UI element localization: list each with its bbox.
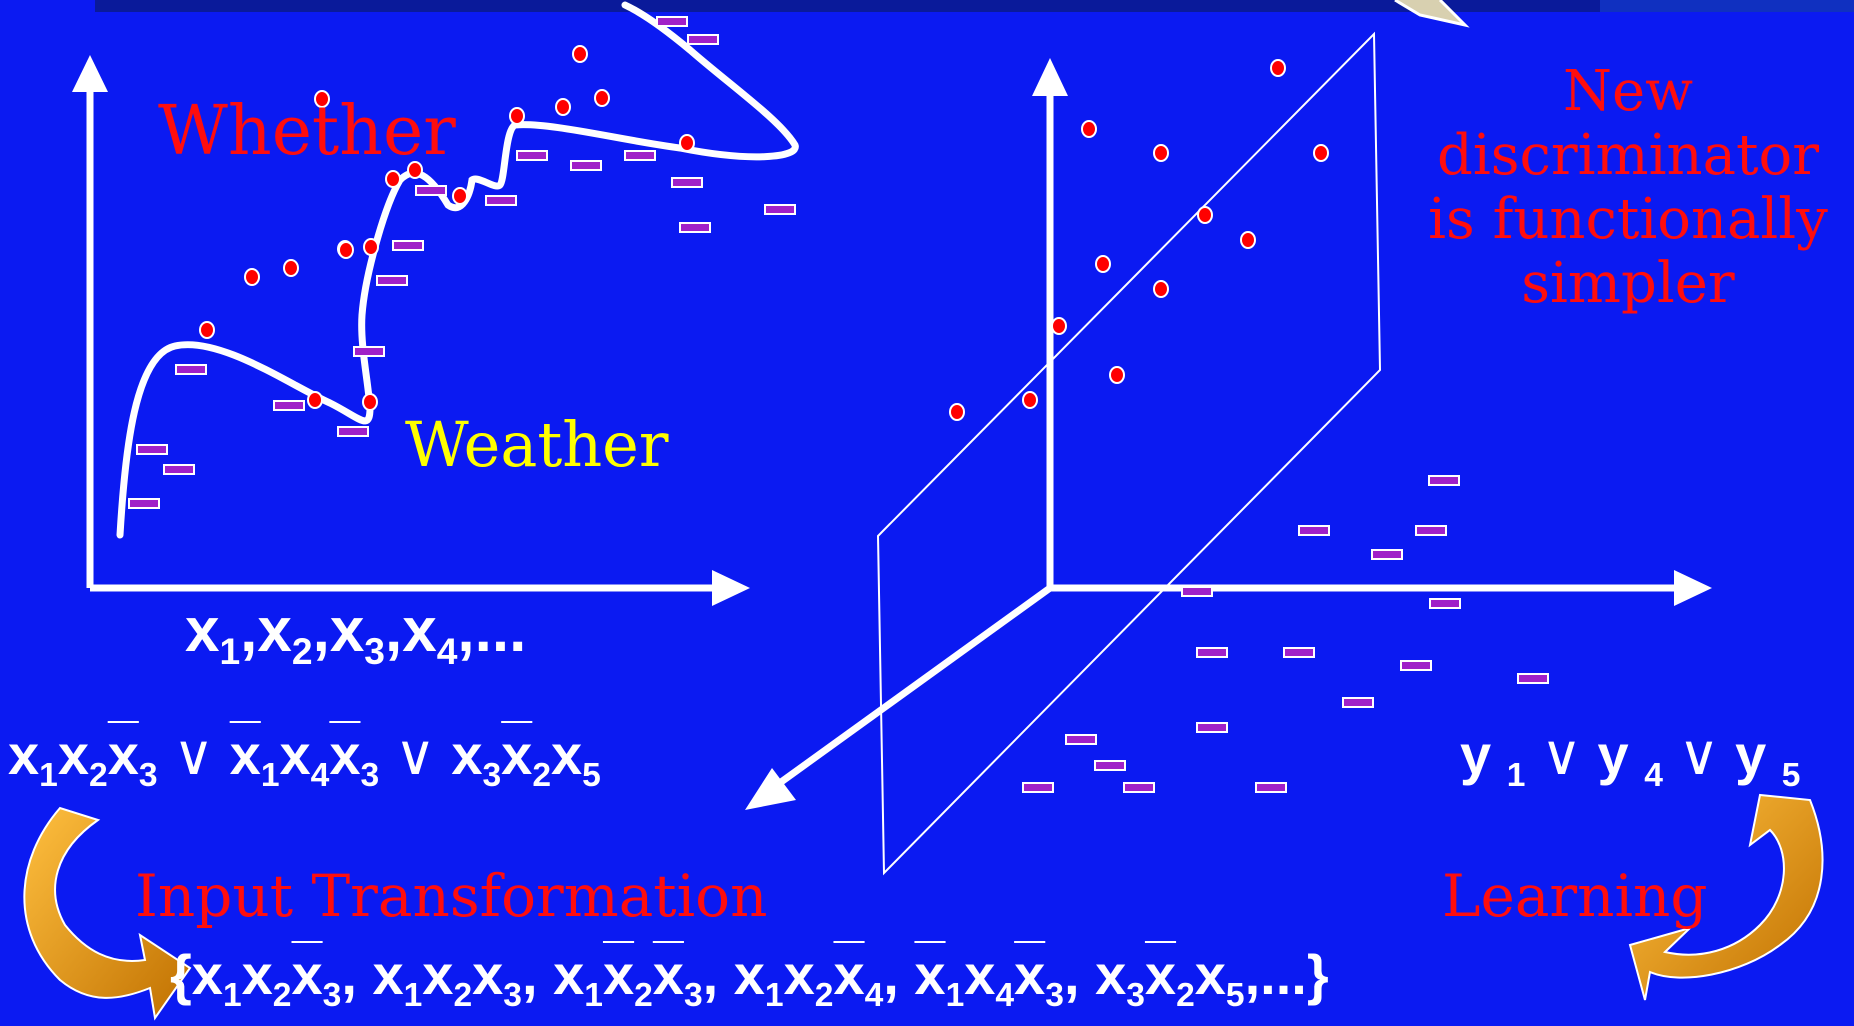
positive-example-dot <box>1022 391 1038 409</box>
separating-plane <box>876 31 1382 876</box>
negative-example-dash <box>1298 525 1330 536</box>
positive-example-dot <box>307 391 323 409</box>
negative-example-dash <box>1517 673 1549 684</box>
positive-example-dot <box>1153 280 1169 298</box>
right-z-arrowhead <box>745 768 796 810</box>
new-feature-set: {x1x2x3, x1x2x3, x1x2x3, x1x2x4, x1x4x3,… <box>170 943 1329 1014</box>
complex-discriminator-curve <box>116 1 799 539</box>
right-y-arrowhead <box>1032 58 1068 96</box>
positive-example-dot <box>1153 144 1169 162</box>
new-discriminator-line-2: discriminator <box>1437 123 1819 188</box>
positive-example-dot <box>363 238 379 256</box>
positive-example-dot <box>555 98 571 116</box>
negative-example-dash <box>273 400 305 411</box>
negative-example-dash <box>1065 734 1097 745</box>
negative-example-dash <box>1196 722 1228 733</box>
right-axes <box>767 85 1680 793</box>
negative-example-dash <box>485 195 517 206</box>
negative-example-dash <box>1123 782 1155 793</box>
negative-example-dash <box>656 16 688 27</box>
learned-disjunction: y 1 ∨ y 4 ∨ y 5 <box>1460 723 1801 794</box>
positive-example-dot <box>385 170 401 188</box>
positive-example-dot <box>1197 206 1213 224</box>
negative-example-dash <box>1181 586 1213 597</box>
negative-example-dash <box>1371 549 1403 560</box>
negative-example-dash <box>415 185 447 196</box>
left-y-arrowhead <box>72 55 108 92</box>
negative-example-dash <box>128 498 160 509</box>
negative-example-dash <box>679 222 711 233</box>
positive-example-dot <box>679 134 695 152</box>
negative-example-dash <box>516 150 548 161</box>
negative-example-dash <box>1429 598 1461 609</box>
positive-example-dot <box>1270 59 1286 77</box>
negative-example-dash <box>671 177 703 188</box>
positive-example-dot <box>452 187 468 205</box>
input-transformation-arrow <box>23 806 192 1021</box>
positive-example-dot <box>1240 231 1256 249</box>
negative-example-dash <box>1022 782 1054 793</box>
positive-example-dot <box>338 241 354 259</box>
negative-example-dash <box>353 346 385 357</box>
input-transformation-label: Input Transformation <box>135 862 768 930</box>
new-discriminator-line-1: New <box>1562 59 1694 124</box>
weather-label: Weather <box>405 408 669 481</box>
positive-example-dot <box>199 321 215 339</box>
positive-example-dot <box>1051 317 1067 335</box>
positive-example-dot <box>1081 120 1097 138</box>
new-discriminator-line-4: simpler <box>1521 251 1735 316</box>
negative-example-dash <box>376 275 408 286</box>
positive-example-dot <box>509 107 525 125</box>
positive-example-dot <box>594 89 610 107</box>
negative-example-dash <box>392 240 424 251</box>
left-axes <box>86 75 720 592</box>
positive-example-dot <box>572 45 588 63</box>
negative-example-dash <box>1196 647 1228 658</box>
positive-example-dot <box>244 268 260 286</box>
original-boolean-function: x1x2x3 ∨ x1x4x3 ∨ x3x2x5 <box>8 723 601 794</box>
top-banner <box>95 0 1854 12</box>
negative-example-dash <box>163 464 195 475</box>
positive-example-dot <box>1313 144 1329 162</box>
negative-example-dash <box>1400 660 1432 671</box>
negative-example-dash <box>1428 475 1460 486</box>
x-axis-variables: x1,x2,x3,x4,... <box>185 596 527 673</box>
whether-label: Whether <box>158 92 456 171</box>
negative-example-dash <box>1415 525 1447 536</box>
learning-arrow <box>1628 793 1824 1001</box>
negative-example-dash <box>764 204 796 215</box>
learning-label: Learning <box>1442 862 1708 930</box>
new-discriminator-line-3: is functionally <box>1428 187 1828 252</box>
negative-example-dash <box>1342 697 1374 708</box>
negative-example-dash <box>687 34 719 45</box>
positive-example-dot <box>1109 366 1125 384</box>
negative-example-dash <box>1283 647 1315 658</box>
positive-example-dot <box>314 90 330 108</box>
negative-example-dash <box>624 150 656 161</box>
negative-example-dash <box>1094 760 1126 771</box>
right-x-arrowhead <box>1674 570 1712 606</box>
right-z-axis <box>767 585 1053 793</box>
negative-example-dash <box>175 364 207 375</box>
positive-example-dot <box>362 393 378 411</box>
positive-example-dot <box>949 403 965 421</box>
positive-example-dot <box>407 161 423 179</box>
left-x-arrowhead <box>712 570 750 606</box>
new-discriminator-label: New discriminator is functionally simple… <box>1428 60 1828 316</box>
top-arrow-fragment <box>1394 0 1470 28</box>
negative-example-dash <box>570 160 602 171</box>
negative-example-dash <box>136 444 168 455</box>
negative-example-dash <box>337 426 369 437</box>
positive-example-dot <box>283 259 299 277</box>
negative-example-dash <box>1255 782 1287 793</box>
positive-example-dot <box>1095 255 1111 273</box>
